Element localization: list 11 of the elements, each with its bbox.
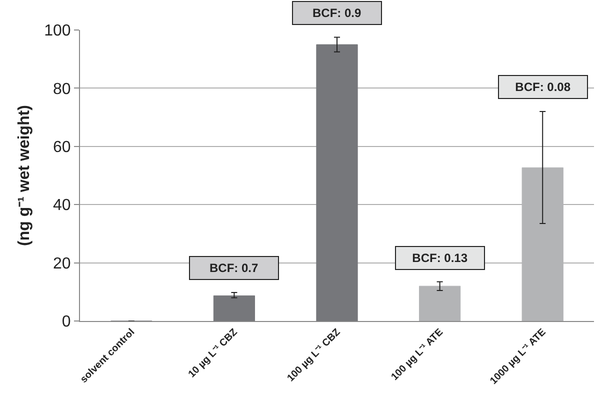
annotation: BCF: 0.08 xyxy=(515,80,571,94)
y-tick-label: 80 xyxy=(53,80,71,98)
y-axis-title: (ng g⁻¹ wet weight) xyxy=(16,105,33,246)
y-tick-label: 0 xyxy=(62,314,71,331)
annotation: BCF: 0.13 xyxy=(412,251,468,265)
y-tick-label: 40 xyxy=(53,197,71,214)
y-tick-label: 100 xyxy=(44,22,71,40)
annotation: BCF: 0.7 xyxy=(210,261,258,275)
y-tick-label: 20 xyxy=(53,255,71,272)
annotation: BCF: 0.9 xyxy=(312,6,362,20)
y-tick-label: 60 xyxy=(53,139,71,156)
